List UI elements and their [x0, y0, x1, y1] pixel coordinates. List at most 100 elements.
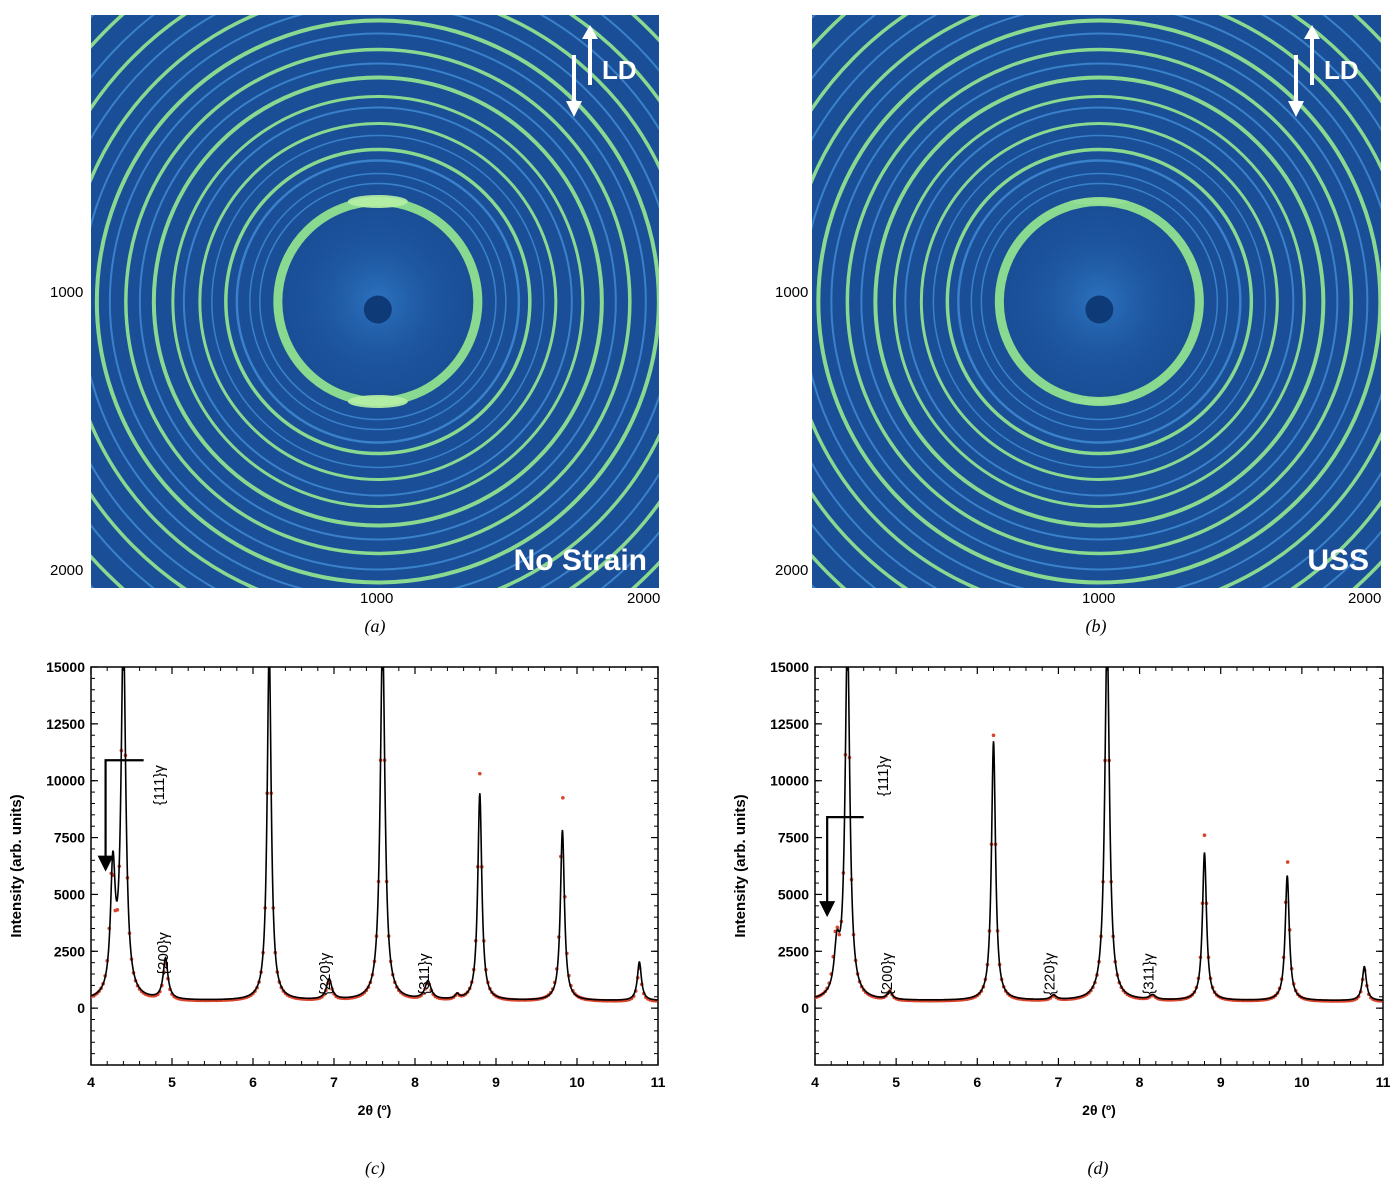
ring-spot-bottom — [347, 395, 408, 408]
diffraction-ring — [211, 134, 545, 469]
observed-point — [835, 925, 840, 930]
double-arrow-vertical-icon — [1288, 25, 1320, 117]
x-tick-label: 7 — [1055, 1074, 1063, 1090]
plot-frame — [90, 666, 659, 1066]
x-tick-label: 8 — [411, 1074, 419, 1090]
diffraction-ring — [980, 182, 1219, 421]
diffraction-ring — [235, 159, 521, 444]
y-tick-label: 5000 — [54, 886, 85, 902]
plot-frame — [814, 666, 1384, 1066]
y-tick-label: 15000 — [770, 659, 809, 675]
plot-area — [815, 667, 1383, 1003]
x-tick-label: 11 — [1376, 1074, 1391, 1090]
diffraction-ring — [198, 122, 558, 481]
x-tick-label: 7 — [330, 1074, 338, 1090]
observed-point — [267, 650, 271, 651]
y-tick-label: 10000 — [46, 773, 85, 789]
y-tick-label: 12500 — [770, 716, 809, 732]
diffraction-ring — [151, 75, 604, 528]
y-tick-label: 7500 — [778, 830, 809, 846]
x-tick-label: 6 — [973, 1074, 981, 1090]
y-tick-label: 12500 — [46, 716, 85, 732]
diffraction-ring — [259, 182, 497, 421]
y-axis-label: Intensity (arb. units) — [732, 794, 749, 937]
diffraction-ring — [182, 106, 573, 497]
y-tick-a-2000: 2000 — [50, 562, 84, 579]
y-tick-label: 0 — [801, 1000, 809, 1016]
diffraction-ring — [873, 75, 1326, 528]
observed-point — [1285, 860, 1290, 864]
y-tick-a-1000: 1000 — [50, 284, 84, 301]
plot-area — [91, 650, 658, 1003]
diffraction-ring — [994, 197, 1204, 406]
panel-condition-label: No Strain — [514, 544, 647, 577]
caption-d: (d) — [1087, 1158, 1109, 1178]
diffraction-ring — [970, 172, 1229, 431]
observed-point — [478, 771, 482, 776]
y-tick-label: 10000 — [770, 773, 809, 789]
peak-annotation: {200}γ — [879, 952, 896, 995]
peak-annotation: {311}γ — [1140, 953, 1157, 995]
x-tick-label: 4 — [87, 1074, 95, 1090]
caption-b: (b) — [1085, 616, 1107, 636]
x-tick-a-2000: 2000 — [627, 590, 661, 607]
observed-point — [1202, 833, 1207, 838]
diffraction-ring — [816, 18, 1381, 585]
x-tick-label: 10 — [569, 1074, 585, 1090]
annotation-arrow-icon — [97, 759, 144, 872]
diffraction-ring — [919, 122, 1279, 481]
ring-spot-bottom — [1069, 398, 1130, 405]
x-tick-b-2000: 2000 — [1348, 590, 1382, 607]
y-tick-b-1000: 1000 — [775, 284, 809, 301]
observed-point — [837, 932, 842, 937]
x-tick-a-1000: 1000 — [360, 590, 394, 607]
y-tick-label: 15000 — [46, 659, 85, 675]
annotation-arrow-icon — [819, 816, 864, 918]
ring-spot-top — [347, 195, 408, 208]
ld-label: LD — [602, 55, 637, 85]
x-tick-label: 6 — [249, 1074, 257, 1090]
diffraction-ring — [138, 62, 617, 541]
xrd-chart-c: 4 5 6 7 8 9 10 11 0 2500 5000 7500 10000 12500 15000 2θ… — [8, 650, 666, 1118]
peak-annotation: {111}γ — [151, 765, 168, 806]
double-arrow-vertical-icon — [566, 25, 598, 117]
diffraction-image-b: LD USS — [812, 15, 1381, 588]
x-tick-label: 8 — [1136, 1074, 1144, 1090]
diffraction-ring — [860, 62, 1339, 541]
y-tick-b-2000: 2000 — [775, 562, 809, 579]
x-axis-label: 2θ (º) — [358, 1102, 392, 1118]
peak-annotation: {220}γ — [1041, 952, 1058, 995]
xrd-chart-d: 4 5 6 7 8 9 10 11 0 2500 5000 7500 10000 12500 15000 2θ… — [732, 659, 1391, 1118]
x-tick-label: 9 — [492, 1074, 500, 1090]
diffraction-ring — [904, 106, 1295, 497]
diffraction-ring — [249, 172, 507, 431]
y-tick-label: 2500 — [54, 943, 85, 959]
diffraction-ring — [124, 47, 632, 556]
peak-annotation: {111}γ — [875, 756, 892, 797]
panel-condition-label: USS — [1307, 544, 1369, 577]
x-tick-label: 10 — [1294, 1074, 1310, 1090]
fitted-profile-line — [91, 667, 658, 1001]
peak-annotation: {200}γ — [155, 932, 172, 975]
diffraction-ring — [957, 159, 1242, 444]
x-axis-label: 2θ (º) — [1082, 1102, 1116, 1118]
observed-point — [115, 908, 120, 912]
diffraction-ring — [94, 18, 659, 585]
y-tick-label: 7500 — [54, 830, 85, 846]
y-tick-label: 2500 — [778, 943, 809, 959]
observed-point — [991, 733, 996, 738]
diffraction-ring — [171, 95, 585, 508]
x-tick-label: 9 — [1217, 1074, 1225, 1090]
peak-annotation: {220}γ — [317, 952, 334, 995]
ld-label: LD — [1324, 55, 1359, 85]
caption-c: (c) — [365, 1158, 385, 1178]
diffraction-ring — [830, 32, 1369, 571]
diffraction-ring — [932, 134, 1267, 469]
diffraction-ring — [892, 95, 1306, 508]
diffraction-ring — [945, 147, 1254, 456]
diffraction-ring — [108, 32, 647, 571]
peak-annotation: {311}γ — [416, 953, 433, 995]
y-tick-label: 5000 — [778, 886, 809, 902]
fitted-profile-line — [815, 667, 1383, 1001]
ring-spot-top — [1069, 198, 1130, 205]
